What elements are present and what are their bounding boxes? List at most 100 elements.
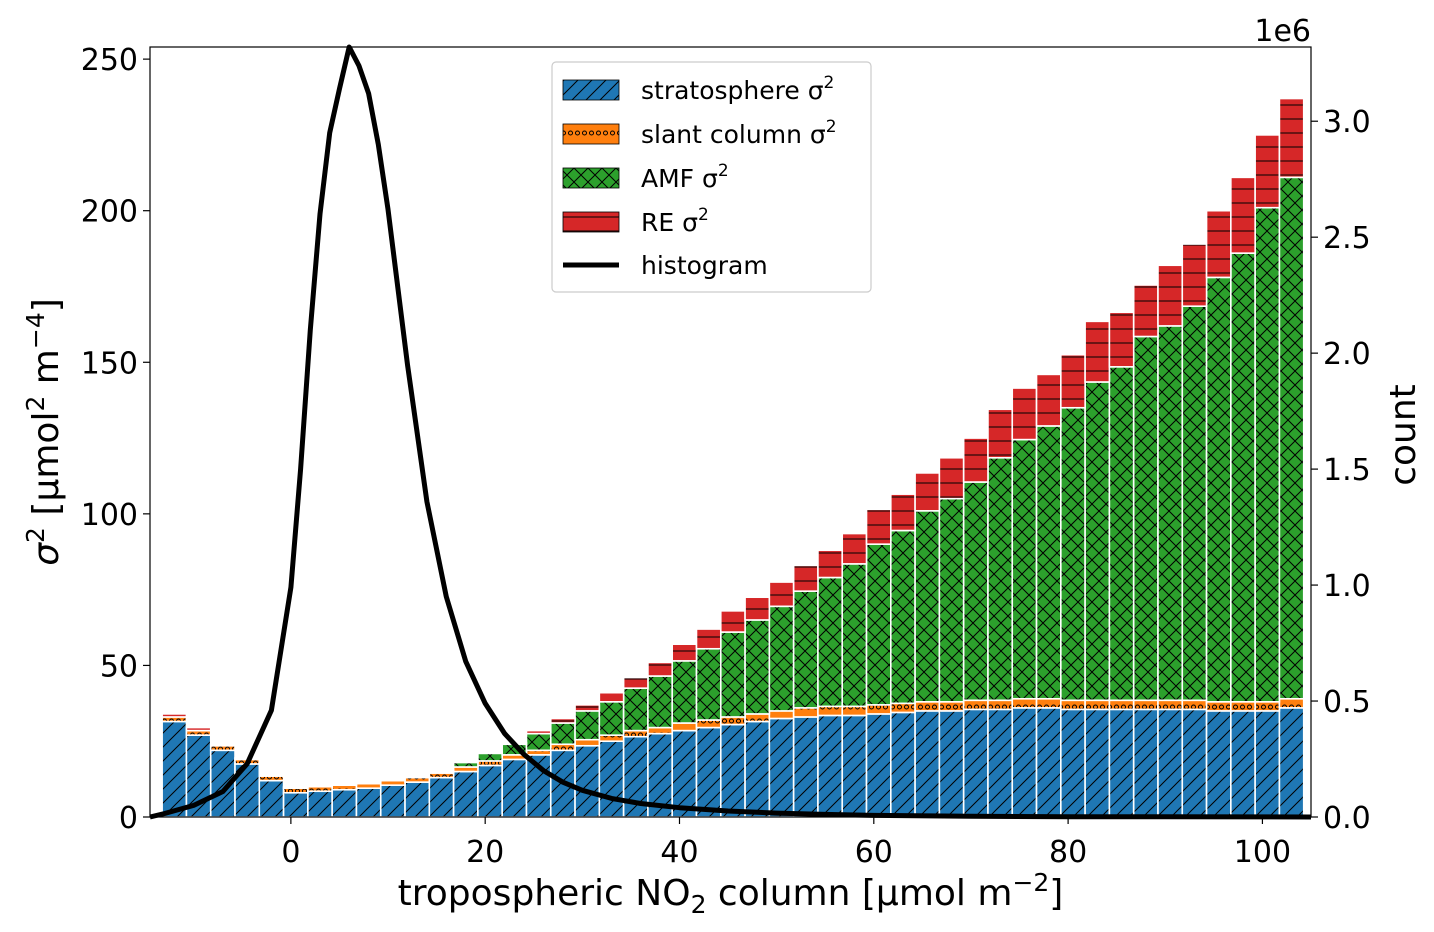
bar-stratosphere-27: [817, 714, 844, 818]
bar-AMF-29: [865, 543, 892, 706]
bar-stratosphere-33: [962, 708, 989, 818]
bar-slant-column-39: [1108, 699, 1135, 711]
legend-swatch-slant-column: [562, 123, 620, 145]
y-label-superscript: 2: [21, 396, 50, 412]
bar-RE-2: [209, 743, 236, 747]
bar-AMF-31: [914, 510, 941, 703]
bar-RE-1: [185, 726, 212, 732]
bar-stratosphere-29: [865, 713, 892, 818]
bar-AMF-27: [817, 576, 844, 708]
bar-RE-45: [1254, 134, 1281, 209]
bar-AMF-40: [1132, 335, 1159, 702]
bar-slant-column-38: [1084, 699, 1111, 711]
bar-AMF-41: [1157, 325, 1184, 702]
bar-stratosphere-25: [768, 717, 795, 818]
x-label-part: column [µmol m: [706, 873, 1012, 914]
x-label-part: tropospheric NO: [398, 873, 691, 914]
y-label-superscript: −4: [21, 312, 50, 349]
bar-stratosphere-46: [1278, 707, 1305, 818]
bar-AMF-34: [987, 456, 1014, 702]
bar-slant-column-31: [914, 701, 941, 712]
x-tick-label: 0: [281, 835, 300, 870]
bar-AMF-42: [1181, 305, 1208, 702]
bar-AMF-45: [1254, 206, 1281, 703]
legend-label-stratosphere: stratosphere σ2: [641, 73, 834, 105]
bar-RE-36: [1035, 373, 1062, 427]
bar-AMF-46: [1278, 176, 1305, 700]
x-axis-label: tropospheric NO2 column [µmol m−2]: [398, 868, 1064, 919]
bar-RE-44: [1230, 176, 1256, 254]
bar-slant-column-46: [1278, 697, 1305, 709]
bar-RE-24: [744, 596, 771, 621]
y-tick-label: 200: [81, 195, 138, 230]
y-label-part: m: [26, 349, 67, 396]
histogram-line: [149, 44, 1312, 820]
bar-RE-4: [258, 773, 285, 777]
bar-stratosphere-22: [695, 726, 722, 818]
y-tick-label: 0: [119, 801, 138, 836]
bar-stratosphere-10: [404, 781, 431, 818]
bar-AMF-13: [477, 752, 503, 762]
bar-RE-30: [890, 493, 916, 532]
bar-RE-34: [987, 408, 1014, 459]
x-label-superscript: −2: [1012, 868, 1049, 897]
plot-frame: [149, 46, 1312, 818]
y-label-part: ]: [26, 298, 67, 312]
bar-stratosphere-43: [1205, 710, 1232, 818]
bar-slant-column-32: [938, 701, 965, 712]
bar-RE-26: [792, 564, 819, 592]
bar-RE-40: [1132, 284, 1159, 338]
bar-RE-0: [161, 713, 188, 718]
bar-AMF-16: [549, 722, 576, 746]
legend-text: RE σ: [641, 208, 698, 237]
bar-slant-column-43: [1205, 701, 1232, 712]
x-tick-label: 60: [855, 835, 893, 870]
bar-stratosphere-9: [379, 784, 406, 818]
bar-slant-column-30: [890, 702, 916, 714]
bar-RE-33: [962, 437, 989, 483]
bar-stratosphere-34: [987, 708, 1014, 818]
bar-RE-28: [841, 532, 868, 565]
legend-superscript: 2: [824, 73, 835, 93]
bar-slant-column-17: [574, 738, 601, 747]
bar-RE-8: [355, 781, 382, 785]
bar-stratosphere-32: [938, 710, 965, 818]
legend-label-RE: RE σ2: [641, 205, 709, 237]
bar-slant-column-23: [719, 716, 746, 726]
bar-AMF-24: [744, 619, 771, 715]
y-tick-label: 250: [81, 43, 138, 78]
bar-slant-column-36: [1035, 697, 1062, 709]
bar-stratosphere-30: [890, 711, 916, 818]
bar-stratosphere-0: [161, 720, 188, 818]
bar-RE-22: [695, 628, 722, 650]
bar-RE-25: [768, 581, 795, 608]
legend-superscript: 2: [826, 117, 837, 137]
bar-RE-21: [671, 643, 698, 662]
axes-layer: 0 20 40 60 80 100 0 50 100 150 200 250 0.0 0.5 1.0 1.5 2…: [21, 14, 1424, 919]
bar-stratosphere-41: [1157, 708, 1184, 818]
bar-AMF-37: [1060, 406, 1086, 702]
bar-RE-19: [622, 676, 649, 689]
bar-slant-column-28: [841, 705, 868, 717]
y2-tick-label: 0.5: [1323, 685, 1371, 720]
bar-slant-column-34: [987, 699, 1014, 711]
legend-swatch-RE: [562, 211, 620, 233]
bar-slant-column-41: [1157, 699, 1184, 711]
y2-tick-label: 1.0: [1323, 569, 1371, 604]
bar-slant-column-33: [962, 699, 989, 711]
bar-RE-39: [1108, 311, 1135, 368]
bar-slant-column-44: [1230, 701, 1256, 712]
bar-stratosphere-4: [258, 779, 285, 818]
bar-slant-column-45: [1254, 701, 1281, 712]
x-label-part: ]: [1049, 873, 1063, 914]
bar-AMF-20: [647, 675, 674, 729]
bar-RE-12: [452, 760, 479, 764]
bar-slant-column-19: [622, 729, 649, 738]
y-tick-label: 100: [81, 498, 138, 533]
bar-AMF-15: [525, 732, 552, 752]
y-label-superscript: 2: [21, 527, 50, 543]
bar-slant-column-29: [865, 704, 892, 715]
bar-RE-20: [647, 661, 674, 677]
y2-tick-label: 3.0: [1323, 105, 1371, 140]
bar-RE-11: [428, 769, 455, 773]
